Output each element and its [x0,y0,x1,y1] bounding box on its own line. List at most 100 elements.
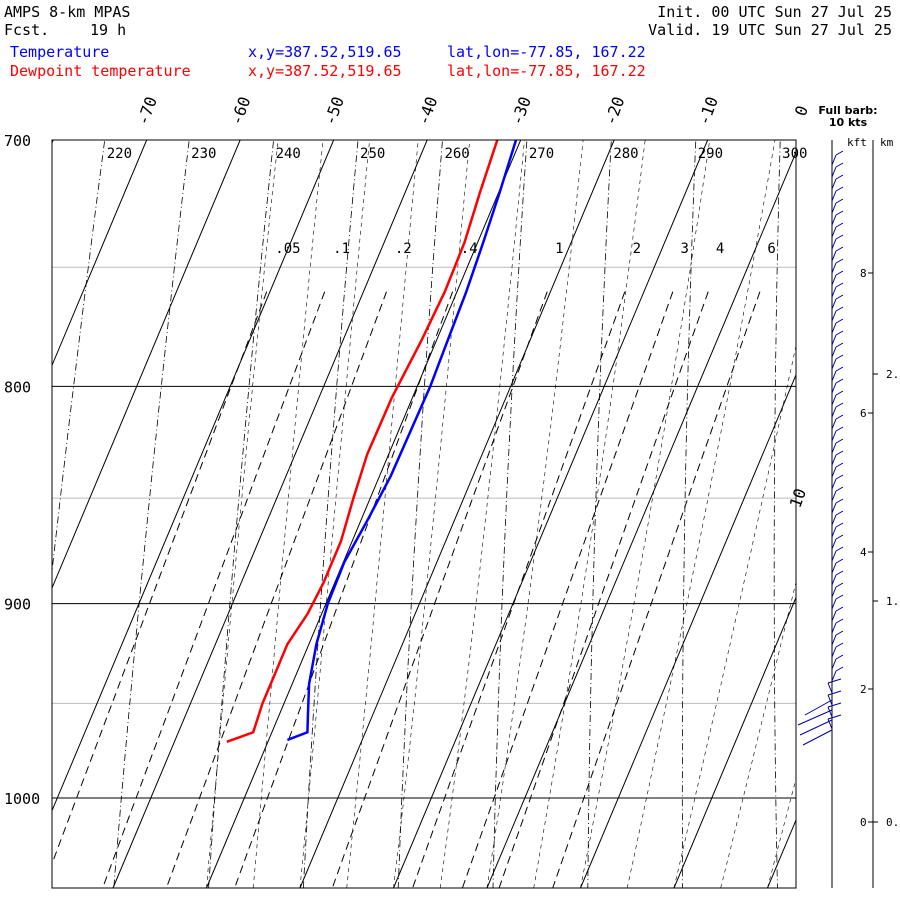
wind-barb [831,418,837,430]
wind-barb-feather [835,462,844,468]
wind-barb-feather [835,378,844,384]
isotherm [767,818,796,888]
isotherm [861,140,900,888]
mixing-ratio-label: .2 [395,241,412,257]
dry-adiabat-label: 280 [613,146,638,162]
legend-temperature-name: Temperature [10,43,110,61]
legend-temperature-xy: x,y=387.52,519.65 [248,43,402,61]
dry-adiabat-label: 250 [360,146,385,162]
km-tick-label: 0. [886,816,899,829]
wind-barb [831,574,837,586]
dewpoint-profile [226,140,499,743]
wind-barb-feather [835,534,844,540]
wind-barb-feather [835,582,844,588]
kft-tick-label: 6 [860,407,867,420]
wind-barb [831,334,837,346]
wind-barb [831,202,837,214]
wind-barb [827,682,833,694]
mixing-ratio-label: 2 [633,241,641,257]
wind-barb [831,322,837,334]
moist-adiabat [299,140,370,888]
wind-barb [831,346,837,358]
wind-barb [831,286,837,298]
wind-barb [831,238,837,250]
isotherm [52,140,148,367]
wind-barb-feather [835,222,844,228]
isotherm [673,596,796,888]
wind-barb [831,394,837,406]
isotherm [52,140,241,590]
wind-barb [831,514,837,526]
axis-labels: 700 800 900 1000 -70 -60 -50 -40 -30 -20 -10 0 10 220… [4,94,812,808]
dry-adiabat [863,114,872,889]
wind-barb-feather [835,366,844,372]
dry-adiabat [587,140,612,888]
isotherm [206,140,522,888]
wind-barb [831,670,837,682]
wind-barb [831,634,837,646]
mixing-ratio-label: 3 [681,241,689,257]
wind-barb [831,550,837,562]
mixing-ratio-line [52,291,268,866]
temperature-tick-label: -40 [414,94,442,128]
wind-barb-feather [835,654,844,660]
mixing-ratio-line [102,291,326,888]
dry-adiabat-label: 260 [444,146,469,162]
dry-adiabat [113,140,190,888]
moist-adiabat [346,140,419,888]
grid-lines [52,114,900,889]
wind-barb [831,610,837,622]
wind-barb [831,646,837,658]
wind-barb-feather [835,318,844,324]
wind-barb-feather [835,474,844,480]
wind-barb-feather [835,390,844,396]
wind-barb-feather [835,438,844,444]
wind-barb [831,154,837,166]
km-tick-label: 2. [886,368,899,381]
legend-temperature-latlon: lat,lon=-77.85, 167.22 [447,43,646,61]
isotherm [52,140,335,812]
plot-frame [51,139,797,889]
wind-barb [831,214,837,226]
wind-barb-feather [835,486,844,492]
wind-barb [831,490,837,502]
wind-barb [831,226,837,238]
mixing-ratio-label: .4 [461,241,478,257]
wind-barb-feather [835,258,844,264]
wind-barb [831,166,837,178]
dry-adiabat [397,140,443,888]
pressure-tick-label: 900 [4,596,31,614]
temperature-tick-label: -10 [694,94,722,128]
wind-barb-feather [835,510,844,516]
wind-barb-feather [827,702,842,708]
kft-tick-label: 0 [860,816,867,829]
dry-adiabat-label: 300 [782,146,807,162]
wind-barb [831,250,837,262]
wind-barb [831,454,837,466]
dry-adiabat-label: 230 [191,146,216,162]
init-time: Init. 00 UTC Sun 27 Jul 25 [657,3,892,21]
wind-barb-feather [835,246,844,252]
wind-barb [831,382,837,394]
temperature-tick-label: -20 [601,94,629,128]
forecast-label: Fcst. [4,21,50,39]
wind-barb-feather [835,186,844,192]
kft-label: kft [847,136,867,149]
wind-barb-feather [835,150,844,156]
mixing-ratio-line [552,291,761,888]
mixing-ratio-label: 1 [555,241,563,257]
isotherm [486,150,796,888]
mixing-ratio-line [461,291,674,888]
km-label: km [880,136,894,149]
model-title: AMPS 8-km MPAS [4,3,131,21]
temperature-tick-label: 0 [791,103,812,119]
legend-dewpoint-latlon: lat,lon=-77.85, 167.22 [447,62,646,80]
mixing-ratio-label: 4 [716,241,724,257]
dry-adiabat-label: 220 [107,146,132,162]
wind-barb-feather [835,354,844,360]
wind-barb [827,694,833,706]
wind-barb-feather [835,606,844,612]
wind-barb-feather [835,174,844,180]
wind-barb [831,274,837,286]
